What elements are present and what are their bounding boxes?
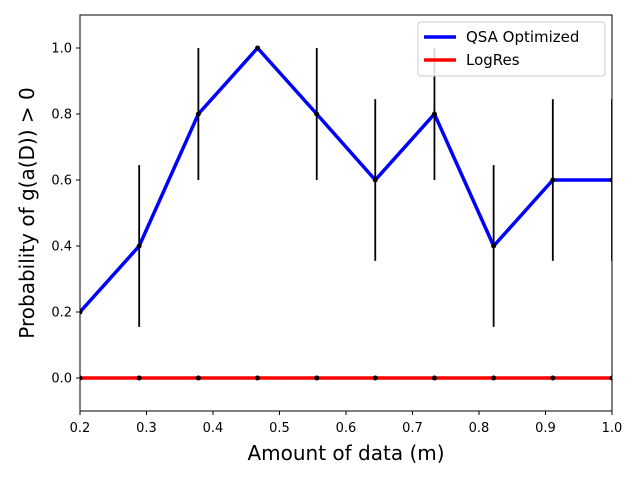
- x-tick-label: 1.0: [602, 421, 623, 436]
- y-tick-label: 0.4: [51, 240, 72, 255]
- data-point-qsa-optimized: [431, 111, 437, 117]
- x-tick-label: 0.5: [269, 421, 290, 436]
- y-tick-label: 0.6: [51, 174, 72, 189]
- data-point-logres: [491, 375, 497, 381]
- axes-frame: [79, 14, 613, 412]
- data-point-qsa-optimized: [609, 177, 612, 183]
- data-point-qsa-optimized: [491, 243, 497, 249]
- y-tick-label: 0.2: [51, 306, 72, 321]
- data-point-logres: [136, 375, 142, 381]
- axis-ticks: 0.2 0.3 0.4 0.5 0.6 0.7 0.8 0.9 1.0 0.0 0.2 0.4 0.6 0…: [51, 42, 622, 437]
- data-point-qsa-optimized: [136, 243, 142, 249]
- data-point-logres: [195, 375, 201, 381]
- y-axis-label: Probability of g(a(D)) > 0: [15, 87, 39, 338]
- series-line-qsa-optimized: [80, 46, 612, 314]
- data-point-qsa-optimized: [314, 111, 320, 117]
- legend-label-logres: LogRes: [466, 51, 520, 69]
- x-tick-label: 0.6: [336, 421, 357, 436]
- x-tick-label: 0.8: [469, 421, 490, 436]
- legend-box: [417, 21, 606, 77]
- data-point-logres: [314, 375, 320, 381]
- x-tick-label: 0.4: [203, 421, 224, 436]
- data-point-qsa-optimized: [372, 177, 378, 183]
- legend-label-qsa-optimized: QSA Optimized: [466, 28, 579, 46]
- x-axis-label: Amount of data (m): [247, 441, 444, 465]
- y-tick-label: 1.0: [51, 42, 72, 57]
- x-tick-label: 0.2: [70, 421, 91, 436]
- data-point-logres: [609, 375, 612, 381]
- data-point-logres: [80, 375, 83, 381]
- data-point-qsa-optimized: [255, 45, 261, 51]
- x-tick-label: 0.3: [136, 421, 157, 436]
- data-point-logres: [372, 375, 378, 381]
- data-point-logres: [550, 375, 556, 381]
- x-tick-label: 0.7: [402, 421, 423, 436]
- data-point-logres: [255, 375, 261, 381]
- x-tick-label: 0.9: [535, 421, 556, 436]
- y-tick-label: 0.0: [51, 372, 72, 387]
- data-point-qsa-optimized: [80, 309, 83, 315]
- data-point-logres: [431, 375, 437, 381]
- y-tick-label: 0.8: [51, 108, 72, 123]
- legend: QSA Optimized LogRes: [417, 21, 606, 77]
- data-point-qsa-optimized: [195, 111, 201, 117]
- data-point-qsa-optimized: [550, 177, 556, 183]
- plot-area: [80, 45, 612, 381]
